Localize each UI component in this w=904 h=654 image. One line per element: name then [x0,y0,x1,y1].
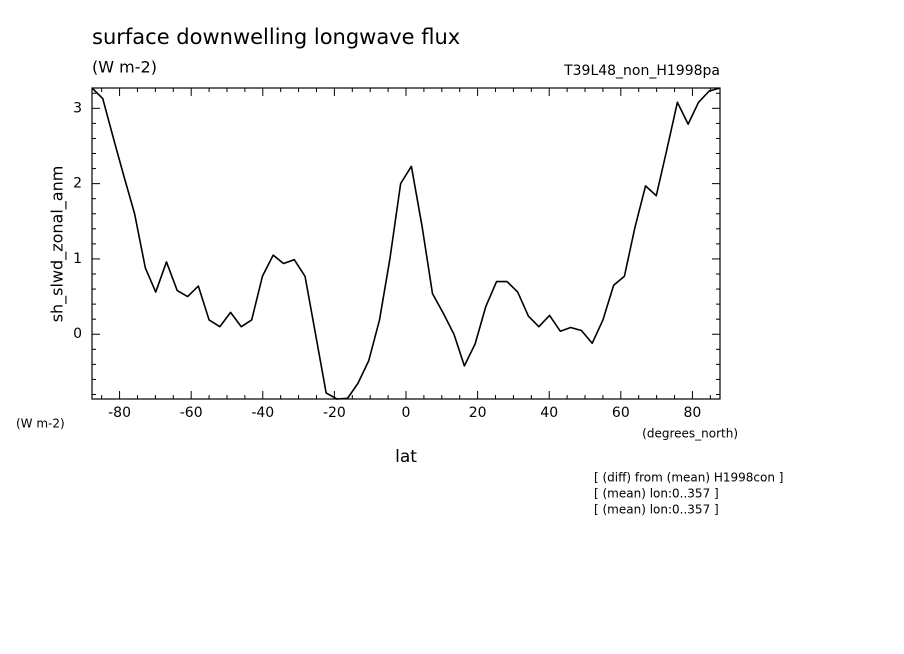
x-tick-label: 80 [684,405,702,421]
x-tick-label: 20 [469,405,487,421]
y-units: (W m-2) [16,417,65,431]
y-tick-label: 0 [73,326,82,342]
run-label: T39L48_non_H1998pa [563,63,720,79]
data-line [91,87,721,400]
x-axis-label: lat [395,447,417,467]
x-tick-label: -20 [323,405,346,421]
annotation: [ (mean) lon:0..357 ] [594,487,719,501]
y-tick-label: 1 [73,251,82,267]
annotation: [ (diff) from (mean) H1998con ] [594,471,783,485]
y-tick-label: 2 [73,176,82,192]
chart-title: surface downwelling longwave flux [92,25,460,49]
x-tick-label: -60 [180,405,203,421]
plot-frame [91,87,721,400]
x-tick-label: 40 [540,405,558,421]
x-tick-label: 60 [612,405,630,421]
annotation: [ (mean) lon:0..357 ] [594,503,719,517]
y-tick-label: 3 [73,100,82,116]
x-tick-label: 0 [402,405,411,421]
x-tick-label: -80 [108,405,131,421]
x-units: (degrees_north) [642,427,738,441]
x-tick-label: -40 [251,405,274,421]
chart-subtitle: (W m-2) [92,58,157,77]
y-axis-label: sh_slwd_zonal_anm [48,166,68,323]
